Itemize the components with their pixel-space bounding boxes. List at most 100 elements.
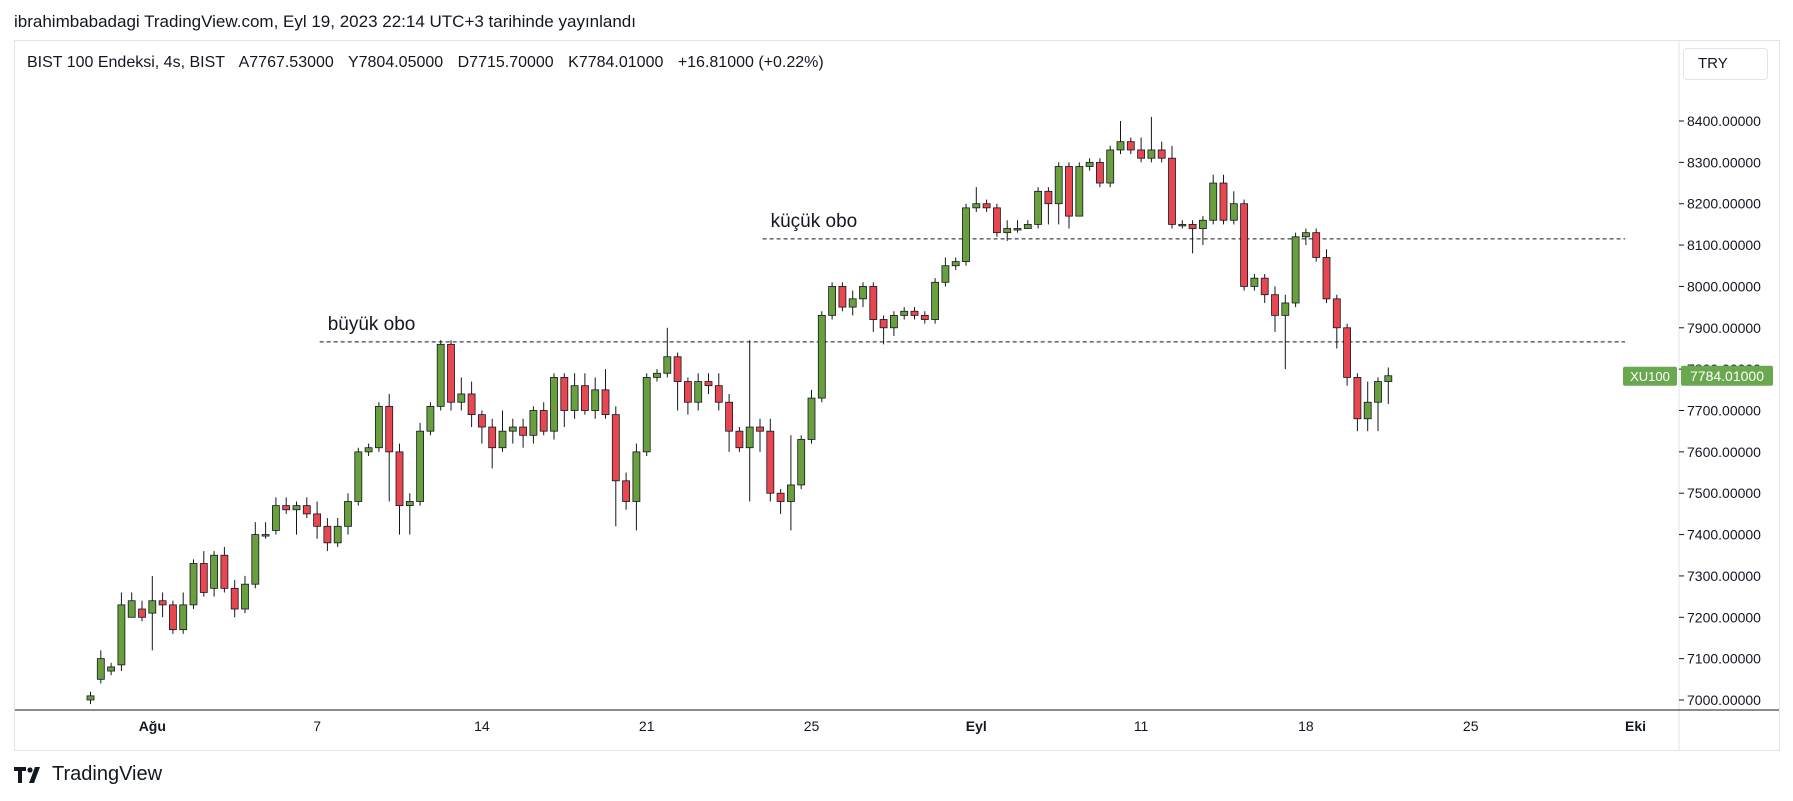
candle-body bbox=[1343, 327, 1351, 378]
candle-body bbox=[1250, 277, 1259, 287]
candle bbox=[127, 592, 136, 618]
candle bbox=[1363, 381, 1372, 432]
candle bbox=[1178, 220, 1187, 229]
candle-body bbox=[848, 298, 857, 308]
candle bbox=[282, 497, 291, 514]
candle bbox=[1147, 116, 1156, 163]
candle-body bbox=[591, 389, 600, 411]
candle-body bbox=[168, 604, 177, 631]
candle-body bbox=[148, 600, 157, 614]
legend-close: K7784.01000 bbox=[568, 54, 664, 71]
x-tick-label: 18 bbox=[1298, 718, 1314, 734]
candle bbox=[220, 546, 229, 593]
candle bbox=[138, 600, 146, 622]
annotation-label: büyük obo bbox=[328, 314, 416, 335]
candle-body bbox=[632, 451, 641, 502]
candle-body bbox=[488, 426, 497, 449]
candle-body bbox=[776, 492, 785, 502]
candle-body bbox=[508, 426, 517, 432]
y-tick-label: 8000.00000 bbox=[1687, 278, 1761, 294]
candle bbox=[745, 340, 754, 502]
candle-body bbox=[1302, 232, 1310, 238]
candle bbox=[96, 650, 105, 684]
candle bbox=[477, 410, 486, 444]
candle-body bbox=[807, 397, 816, 440]
candle-body bbox=[704, 381, 713, 387]
candle bbox=[189, 559, 198, 610]
candle bbox=[148, 575, 157, 651]
candle bbox=[1023, 220, 1032, 229]
candle-body bbox=[1178, 223, 1187, 227]
candle bbox=[426, 402, 435, 436]
candle bbox=[1034, 187, 1042, 229]
candle bbox=[714, 373, 723, 411]
candle-body bbox=[684, 381, 692, 403]
candle bbox=[725, 393, 733, 452]
legend-symbol: BIST 100 Endeksi, 4s, BIST bbox=[27, 54, 226, 71]
candle bbox=[1374, 377, 1382, 432]
candle-body bbox=[581, 385, 589, 411]
candle-body bbox=[1044, 190, 1053, 205]
y-tick-label: 8100.00000 bbox=[1687, 237, 1761, 253]
last-price-tag-bg bbox=[1681, 365, 1773, 386]
candle-body bbox=[477, 414, 486, 428]
candle bbox=[158, 592, 167, 618]
candle bbox=[519, 418, 527, 448]
candle-body bbox=[1168, 157, 1176, 225]
candle-body bbox=[725, 401, 733, 432]
candle-body bbox=[86, 695, 95, 701]
candle-body bbox=[395, 451, 404, 507]
candle bbox=[1384, 367, 1393, 405]
candle-body bbox=[1065, 166, 1073, 217]
currency-button[interactable]: TRY bbox=[1683, 48, 1768, 80]
candle-body bbox=[910, 310, 919, 316]
candle bbox=[797, 435, 806, 490]
candle bbox=[787, 435, 795, 531]
candle-body bbox=[251, 534, 260, 585]
candle-body bbox=[271, 505, 280, 531]
candle bbox=[1013, 220, 1022, 233]
candle-body bbox=[879, 319, 888, 329]
candle bbox=[1291, 232, 1300, 308]
y-tick-label: 7500.00000 bbox=[1687, 485, 1761, 501]
candle-body bbox=[179, 604, 188, 631]
candle-body bbox=[817, 314, 826, 399]
candle bbox=[1085, 158, 1094, 171]
y-tick-label: 7000.00000 bbox=[1687, 692, 1761, 708]
candle-body bbox=[467, 393, 476, 416]
candle bbox=[529, 406, 538, 444]
candle bbox=[684, 377, 692, 415]
candle bbox=[838, 282, 847, 312]
candle bbox=[1096, 158, 1104, 188]
candle bbox=[776, 489, 785, 514]
candle bbox=[807, 389, 816, 444]
candle-body bbox=[354, 451, 363, 502]
x-tick-label: Eyl bbox=[966, 718, 987, 734]
candle-body bbox=[951, 261, 960, 267]
candle-body bbox=[1106, 149, 1115, 184]
candle bbox=[560, 373, 569, 428]
candle bbox=[1044, 187, 1053, 225]
y-tick-label: 8300.00000 bbox=[1687, 154, 1761, 170]
candle-body bbox=[756, 426, 764, 432]
y-tick-label: 7200.00000 bbox=[1687, 609, 1761, 625]
candle bbox=[117, 592, 126, 672]
candle bbox=[1353, 373, 1362, 432]
candle bbox=[694, 373, 703, 411]
candle-body bbox=[426, 405, 435, 432]
candle bbox=[1219, 174, 1228, 225]
candle-body bbox=[1157, 149, 1166, 159]
candle-body bbox=[869, 286, 878, 320]
candle bbox=[581, 373, 589, 415]
candle bbox=[653, 369, 661, 382]
tradingview-logo[interactable]: TradingView bbox=[14, 763, 162, 786]
candle-body bbox=[107, 666, 115, 672]
candle-body bbox=[787, 484, 795, 502]
candle bbox=[210, 551, 219, 597]
candle-body bbox=[1363, 401, 1372, 420]
candle bbox=[622, 472, 630, 510]
candle bbox=[488, 418, 497, 469]
candle bbox=[1137, 137, 1145, 163]
chart-frame bbox=[14, 40, 1780, 751]
